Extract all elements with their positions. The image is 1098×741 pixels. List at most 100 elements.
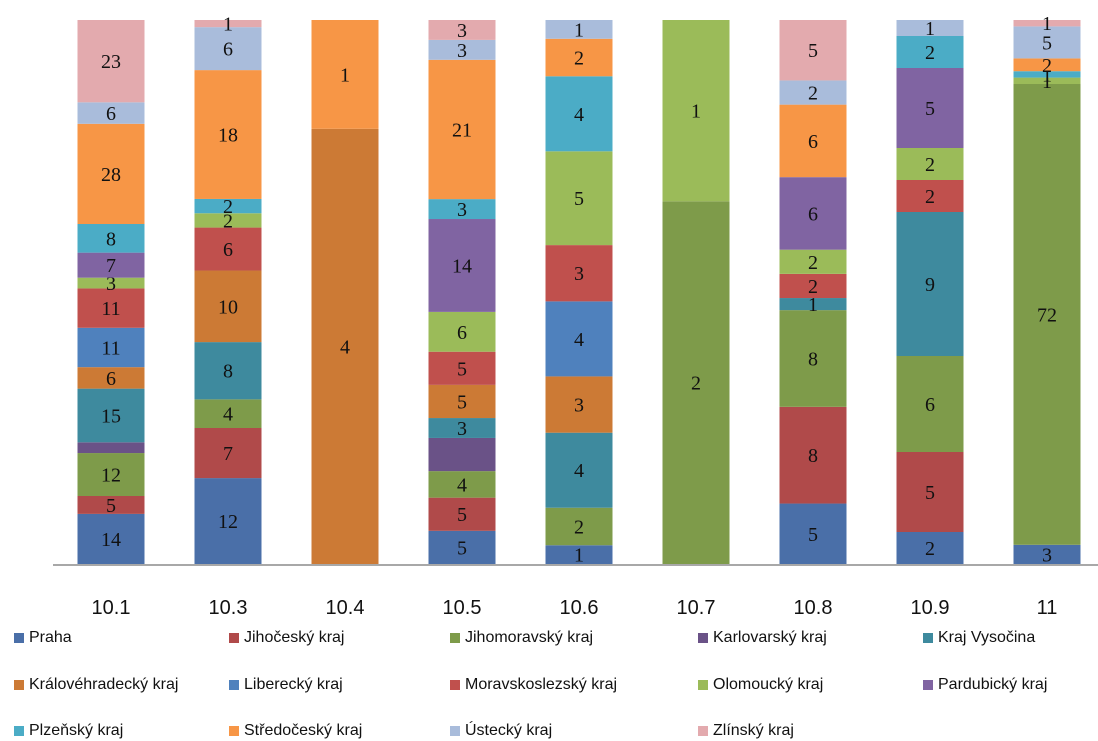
bar-segment bbox=[779, 406, 847, 504]
bar-segment bbox=[428, 437, 496, 472]
data-label: 2 bbox=[808, 83, 818, 105]
data-label: 7 bbox=[223, 443, 233, 465]
legend-label: Plzeňský kraj bbox=[29, 722, 124, 739]
data-label: 14 bbox=[452, 255, 472, 277]
data-label: 8 bbox=[808, 348, 818, 370]
data-label: 2 bbox=[808, 276, 818, 298]
bar-segment bbox=[194, 27, 262, 71]
data-label: 12 bbox=[218, 511, 238, 533]
bar-segment bbox=[77, 102, 145, 124]
bar-segment bbox=[428, 384, 496, 419]
bar-segment bbox=[77, 513, 145, 564]
data-label: 4 bbox=[223, 404, 233, 426]
data-label: 11 bbox=[101, 298, 120, 320]
data-label: 3 bbox=[106, 273, 116, 295]
bar-segment bbox=[77, 327, 145, 368]
data-label: 6 bbox=[223, 39, 233, 61]
data-label: 72 bbox=[1037, 304, 1057, 326]
data-label: 1 bbox=[340, 64, 350, 86]
bar-segment bbox=[428, 418, 496, 438]
data-label: 5 bbox=[106, 495, 116, 517]
data-label: 8 bbox=[106, 228, 116, 250]
bar-segment bbox=[428, 219, 496, 312]
data-label: 7 bbox=[106, 255, 116, 277]
bars-group: 1451215611113782862312748106221861415543… bbox=[77, 13, 1081, 567]
bar-segment bbox=[896, 180, 964, 212]
data-label: 3 bbox=[457, 40, 467, 62]
data-label: 5 bbox=[925, 98, 935, 120]
bar-segment bbox=[428, 59, 496, 200]
bar-segment bbox=[896, 148, 964, 180]
data-label: 1 bbox=[574, 19, 584, 41]
legend-item: Jihočeský kraj bbox=[229, 628, 344, 648]
legend-item: Středočeský kraj bbox=[229, 721, 362, 741]
bar-segment bbox=[896, 20, 964, 36]
legend-swatch bbox=[698, 726, 708, 736]
data-label: 2 bbox=[1042, 55, 1052, 77]
legend-label: Praha bbox=[29, 629, 72, 646]
bar-segment bbox=[194, 227, 262, 271]
data-label: 5 bbox=[574, 188, 584, 210]
bar-segment bbox=[77, 388, 145, 443]
bar-segment bbox=[428, 471, 496, 498]
data-label: 8 bbox=[808, 445, 818, 467]
bar-segment bbox=[1013, 58, 1081, 72]
data-label: 4 bbox=[457, 474, 467, 496]
data-label: 4 bbox=[340, 336, 350, 358]
legend-label: Kraj Vysočina bbox=[938, 629, 1036, 646]
bar-segment bbox=[428, 351, 496, 385]
bar-segment bbox=[896, 68, 964, 148]
bar-segment bbox=[1013, 26, 1081, 59]
legend-item: Praha bbox=[14, 628, 72, 648]
bar-segment bbox=[1013, 71, 1081, 78]
bar-segment bbox=[194, 198, 262, 214]
bar-segment bbox=[545, 432, 613, 508]
bar-segment bbox=[77, 20, 145, 103]
bar-segment bbox=[77, 453, 145, 496]
data-label: 6 bbox=[106, 103, 116, 125]
data-label: 4 bbox=[574, 104, 584, 126]
legend-swatch bbox=[698, 680, 708, 690]
data-label: 1 bbox=[223, 14, 233, 36]
data-label: 4 bbox=[574, 329, 584, 351]
bar-segment bbox=[545, 545, 613, 564]
legend-label: Pardubický kraj bbox=[938, 676, 1048, 693]
bar-segment bbox=[1013, 544, 1081, 564]
data-label: 3 bbox=[574, 395, 584, 417]
category-label: 10.7 bbox=[677, 597, 716, 619]
legend-label: Jihomoravský kraj bbox=[465, 629, 594, 646]
bar-segment bbox=[545, 507, 613, 546]
bar-segment bbox=[545, 301, 613, 377]
data-label: 21 bbox=[452, 119, 472, 141]
data-label: 1 bbox=[925, 18, 935, 40]
data-label: 3 bbox=[1042, 544, 1052, 566]
bar-segment bbox=[428, 199, 496, 220]
legend-swatch bbox=[698, 633, 708, 643]
data-label: 5 bbox=[457, 391, 467, 413]
bar-segment bbox=[896, 532, 964, 564]
data-label: 1 bbox=[1042, 64, 1052, 86]
bar-segment bbox=[779, 20, 847, 81]
legend-label: Liberecký kraj bbox=[244, 676, 343, 693]
data-label: 5 bbox=[457, 358, 467, 380]
legend-label: Olomoucký kraj bbox=[713, 676, 824, 693]
legend-label: Zlínský kraj bbox=[713, 722, 794, 739]
legend-swatch bbox=[923, 680, 933, 690]
legend-swatch bbox=[923, 633, 933, 643]
bar-segment bbox=[779, 177, 847, 250]
data-label: 4 bbox=[574, 460, 584, 482]
bar-segment bbox=[545, 245, 613, 302]
bar-segment bbox=[428, 530, 496, 564]
data-label: 28 bbox=[101, 164, 121, 186]
bar-segment bbox=[194, 70, 262, 199]
category-label: 10.8 bbox=[794, 597, 833, 619]
data-label: 11 bbox=[101, 337, 120, 359]
bar-segment bbox=[77, 288, 145, 328]
bar-segment bbox=[545, 76, 613, 152]
data-label: 1 bbox=[1042, 71, 1052, 93]
bar-segment bbox=[545, 376, 613, 433]
bar-segment bbox=[194, 428, 262, 479]
data-label: 23 bbox=[101, 51, 121, 73]
category-label: 10.9 bbox=[911, 597, 950, 619]
data-label: 6 bbox=[808, 131, 818, 153]
